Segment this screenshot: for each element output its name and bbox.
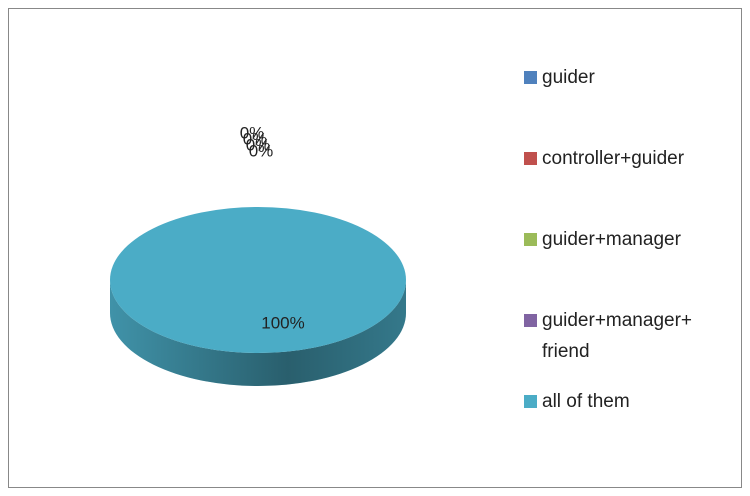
legend-item: all of them: [524, 386, 714, 467]
legend-item: guider+manager: [524, 224, 714, 305]
pie-side-shade: [110, 280, 406, 386]
data-label: 0%: [240, 123, 265, 142]
legend-swatch: [524, 71, 537, 84]
legend-swatch: [524, 152, 537, 165]
legend-label: controller+guider: [542, 148, 685, 169]
data-label: 0%: [246, 135, 271, 154]
data-label: 100%: [261, 313, 304, 332]
legend-item: guider+manager+ friend: [524, 305, 714, 386]
legend-item: controller+guider: [524, 143, 714, 224]
legend-label: guider+manager: [542, 229, 681, 250]
legend-swatch: [524, 233, 537, 246]
legend-label: guider: [542, 67, 595, 88]
legend-label: all of them: [542, 391, 630, 412]
legend-label: guider+manager+ friend: [542, 310, 692, 362]
chart-border: [8, 8, 742, 488]
legend-item: guider: [524, 62, 714, 143]
legend: guider controller+guider guider+manager gui…: [524, 62, 714, 467]
data-label: 0%: [243, 129, 268, 148]
legend-swatch: [524, 314, 537, 327]
pie-slice: [110, 207, 406, 353]
legend-swatch: [524, 395, 537, 408]
data-label: 0%: [249, 141, 274, 160]
